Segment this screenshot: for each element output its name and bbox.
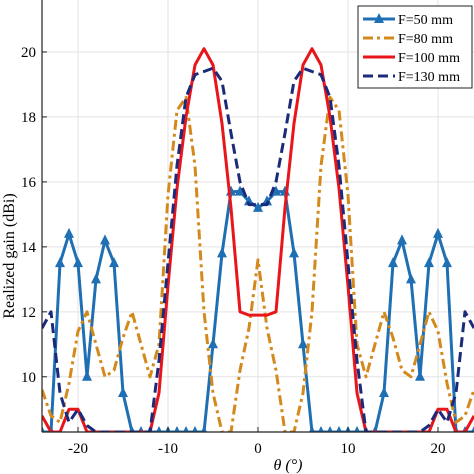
- series-marker-0: [42, 426, 45, 432]
- series-marker-0: [183, 426, 189, 432]
- series-marker-0: [118, 387, 128, 398]
- series-marker-0: [318, 426, 324, 432]
- y-axis-title: Realized gain (dBi): [1, 193, 18, 318]
- legend-label-2: F=100 mm: [398, 51, 460, 66]
- legend-label-0: F=50 mm: [398, 13, 453, 28]
- legend-marker-0: [374, 13, 384, 23]
- series-marker-0: [192, 426, 198, 432]
- series-marker-0: [415, 370, 425, 381]
- series-marker-0: [208, 338, 218, 349]
- series-marker-0: [442, 257, 452, 268]
- series-marker-0: [379, 387, 389, 398]
- series-marker-0: [201, 426, 207, 432]
- series-marker-0: [433, 227, 443, 238]
- x-tick-label: 10: [341, 441, 356, 457]
- series-marker-0: [397, 234, 407, 245]
- series-marker-0: [271, 185, 281, 196]
- series-marker-0: [262, 195, 272, 206]
- x-tick-label: 0: [254, 441, 262, 457]
- series-line-1: [42, 95, 474, 432]
- y-tick-label: 16: [21, 175, 37, 191]
- series-marker-0: [156, 426, 162, 432]
- series-marker-0: [253, 201, 263, 212]
- series-marker-0: [424, 257, 434, 268]
- series-marker-0: [73, 257, 83, 268]
- x-tick-label: -10: [158, 441, 178, 457]
- y-tick-label: 20: [21, 45, 36, 61]
- series-marker-0: [217, 247, 227, 258]
- series-marker-0: [55, 257, 65, 268]
- series-marker-0: [388, 257, 398, 268]
- series-marker-0: [100, 234, 110, 245]
- y-tick-label: 18: [21, 110, 36, 126]
- series-marker-0: [406, 273, 416, 284]
- x-axis-title: θ (°): [274, 457, 303, 474]
- series-marker-0: [235, 185, 245, 196]
- series-marker-0: [289, 247, 299, 258]
- y-tick-label: 10: [21, 370, 36, 386]
- series-marker-0: [327, 426, 333, 432]
- y-tick-label: 12: [21, 305, 36, 321]
- series-marker-0: [336, 426, 342, 432]
- y-tick-label: 14: [21, 240, 37, 256]
- legend-label-3: F=130 mm: [398, 70, 460, 85]
- legend: F=50 mm F=80 mm F=100 mm F=130 mm: [357, 5, 473, 89]
- x-tick-label: -20: [68, 441, 88, 457]
- series-marker-0: [174, 426, 180, 432]
- x-tick-label: 20: [431, 441, 446, 457]
- legend-label-1: F=80 mm: [398, 32, 453, 47]
- series-marker-0: [91, 273, 101, 284]
- series-marker-0: [109, 257, 119, 268]
- series-marker-0: [309, 426, 315, 432]
- series-layer: [42, 47, 474, 432]
- series-marker-0: [298, 338, 308, 349]
- series-marker-0: [64, 227, 74, 238]
- series-marker-0: [471, 426, 474, 432]
- series-marker-0: [82, 370, 92, 381]
- series-line-2: [42, 47, 474, 432]
- series-marker-0: [354, 426, 360, 432]
- series-marker-0: [244, 195, 254, 206]
